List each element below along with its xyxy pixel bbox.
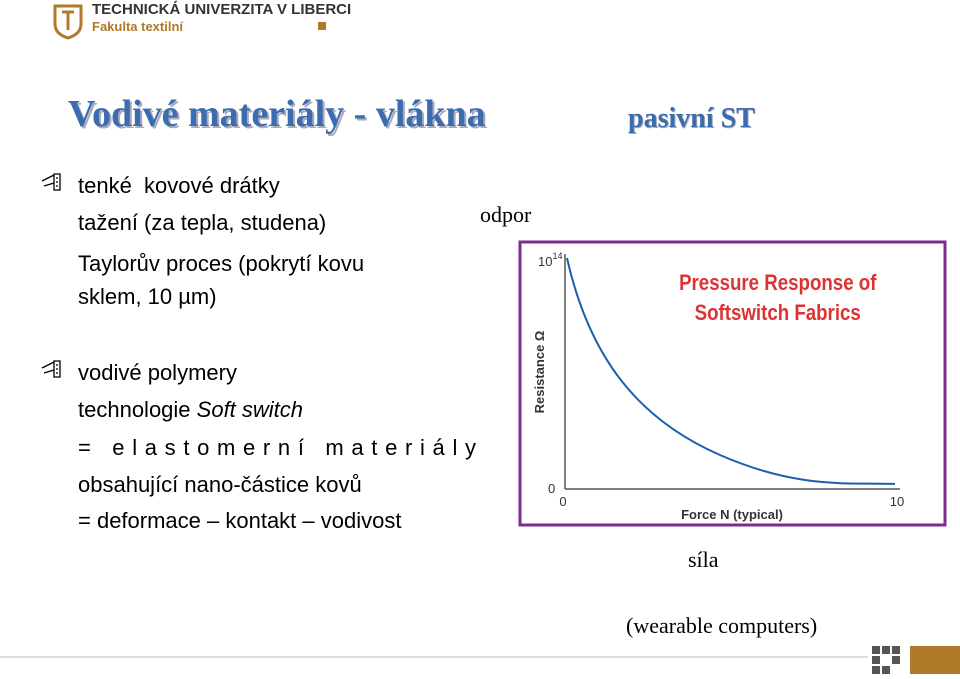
subtitle-shadow: pasivní ST [629, 104, 756, 135]
x-axis-label: Force N (typical) [681, 507, 783, 522]
logo [53, 4, 83, 40]
title-shadow: Vodivé materiály - vlákna [70, 95, 488, 137]
bullet-text: Taylorův proces (pokrytí kovu [78, 251, 364, 276]
bullet-text: technologie [78, 397, 197, 422]
x-tick-label: 0 [559, 494, 566, 509]
chart-title: Softswitch Fabrics [695, 302, 861, 326]
title: Vodivé materiály - vlákna [68, 93, 486, 135]
y-caption: odpor [480, 202, 532, 227]
bullet-text: obsahující nano-částice kovů [78, 472, 362, 497]
bullet-text: = deformace – kontakt – vodivost [78, 508, 401, 533]
footer-logo [872, 646, 960, 674]
bullet-icon [41, 173, 61, 378]
chart-title: Pressure Response of [679, 272, 877, 296]
logo-square [318, 22, 326, 30]
tick-base: 10 [538, 254, 552, 269]
bullet-text: vodivé polymery [78, 360, 237, 385]
bullet-text: sklem, 10 µm) [78, 284, 217, 309]
tick-exp: 14 [552, 251, 562, 261]
bullet-text: tenké kovové drátky [78, 173, 280, 198]
bullet-text: tažení (za tepla, studena) [78, 210, 326, 235]
subtitle: pasivní ST [628, 103, 755, 134]
y-tick-label: 1014 [538, 251, 562, 269]
y-tick-label: 0 [548, 481, 555, 496]
emphasis: Soft switch [197, 397, 303, 422]
curve [566, 257, 896, 485]
university: TECHNICKÁ UNIVERZITA V LIBERCI [92, 1, 351, 18]
bullet-text: = elastomerní materiály [78, 435, 476, 460]
faculty: Fakulta textilní [92, 19, 183, 34]
x-tick-label: 10 [890, 494, 904, 509]
note: (wearable computers) [626, 613, 817, 638]
chart-frame [518, 240, 947, 527]
bullet-text: technologie Soft switch [78, 397, 303, 422]
y-axis-label: Resistance Ω [532, 331, 547, 414]
x-caption: síla [688, 547, 719, 572]
